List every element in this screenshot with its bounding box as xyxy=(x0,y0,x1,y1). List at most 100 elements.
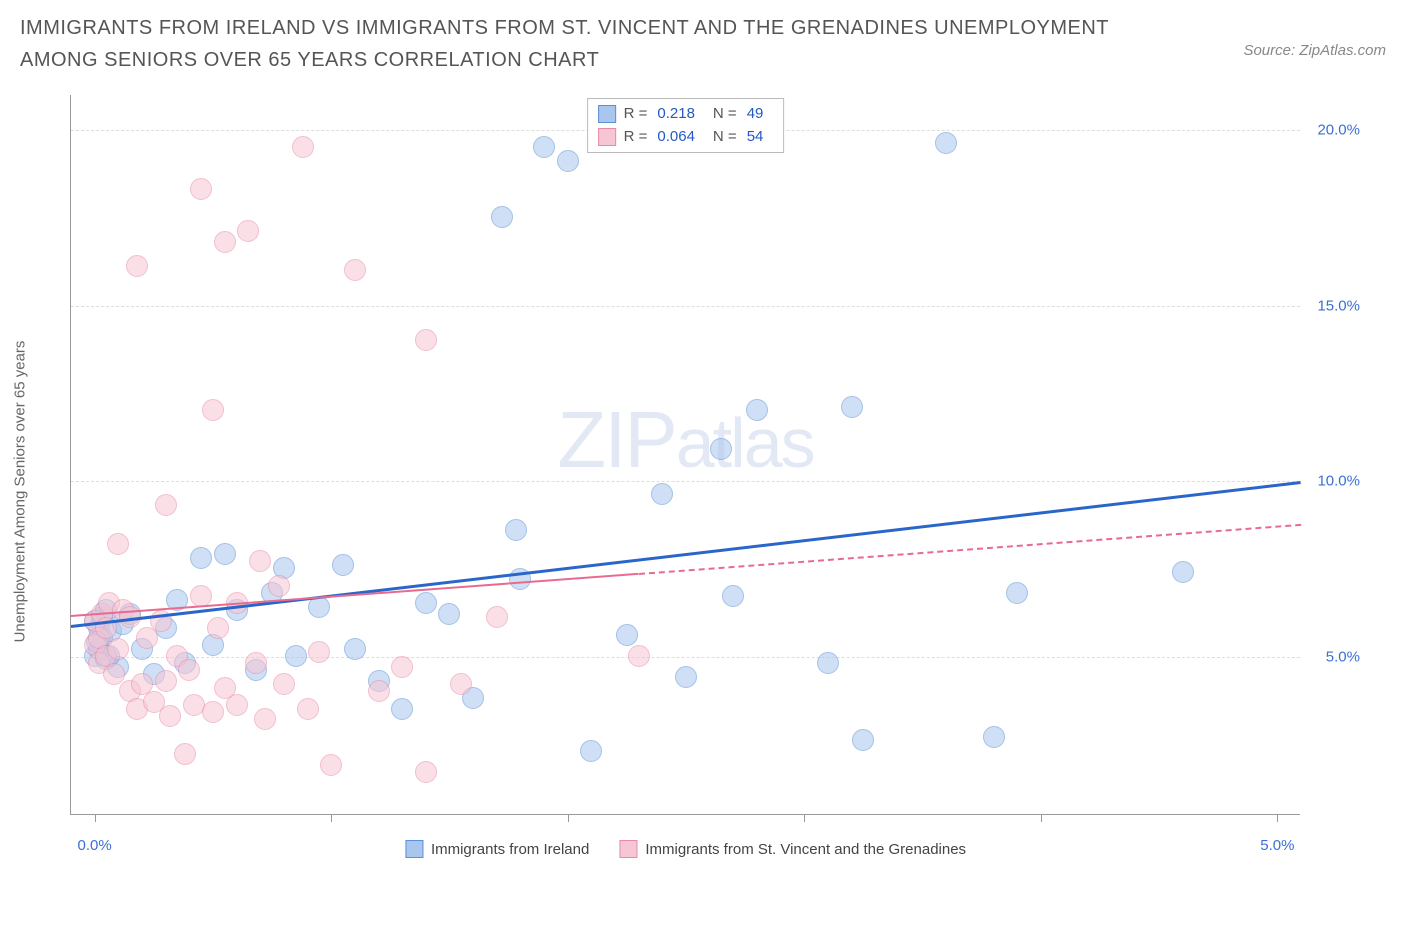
n-value: 54 xyxy=(747,126,764,149)
data-point xyxy=(344,638,366,660)
data-point xyxy=(852,729,874,751)
x-tick-label: 0.0% xyxy=(78,837,112,854)
r-label: R = xyxy=(624,126,648,149)
data-point xyxy=(214,543,236,565)
x-tick xyxy=(331,814,332,822)
data-point xyxy=(190,178,212,200)
legend-item: Immigrants from St. Vincent and the Gren… xyxy=(619,840,966,858)
chart-title: IMMIGRANTS FROM IRELAND VS IMMIGRANTS FR… xyxy=(20,12,1120,76)
r-value: 0.064 xyxy=(657,126,695,149)
data-point xyxy=(1006,582,1028,604)
y-tick-label: 10.0% xyxy=(1317,473,1360,490)
data-point xyxy=(103,663,125,685)
data-point xyxy=(178,659,200,681)
y-axis-label: Unemployment Among Seniors over 65 years xyxy=(12,340,29,642)
legend-swatch xyxy=(405,840,423,858)
x-tick xyxy=(1041,814,1042,822)
legend-swatch xyxy=(598,105,616,123)
data-point xyxy=(245,652,267,674)
data-point xyxy=(710,438,732,460)
n-value: 49 xyxy=(747,103,764,126)
data-point xyxy=(107,638,129,660)
data-point xyxy=(746,399,768,421)
r-label: R = xyxy=(624,103,648,126)
x-tick xyxy=(568,814,569,822)
data-point xyxy=(368,680,390,702)
x-tick-label: 5.0% xyxy=(1260,837,1294,854)
data-point xyxy=(935,132,957,154)
data-point xyxy=(1172,561,1194,583)
data-point xyxy=(983,726,1005,748)
data-point xyxy=(415,761,437,783)
data-point xyxy=(155,670,177,692)
data-point xyxy=(505,519,527,541)
data-point xyxy=(344,259,366,281)
data-point xyxy=(651,483,673,505)
legend-stat-row: R = 0.218 N = 49 xyxy=(598,103,774,126)
data-point xyxy=(285,645,307,667)
legend-swatch xyxy=(598,128,616,146)
data-point xyxy=(438,603,460,625)
legend-item: Immigrants from Ireland xyxy=(405,840,589,858)
x-tick xyxy=(1277,814,1278,822)
data-point xyxy=(415,329,437,351)
gridline xyxy=(71,306,1300,307)
data-point xyxy=(273,673,295,695)
data-point xyxy=(391,698,413,720)
data-point xyxy=(491,206,513,228)
data-point xyxy=(628,645,650,667)
data-point xyxy=(202,701,224,723)
n-label: N = xyxy=(713,126,737,149)
stats-legend: R = 0.218 N = 49 R = 0.064 N = 54 xyxy=(587,98,785,153)
x-tick xyxy=(95,814,96,822)
data-point xyxy=(155,494,177,516)
series-legend: Immigrants from Ireland Immigrants from S… xyxy=(405,840,966,858)
data-point xyxy=(332,554,354,576)
data-point xyxy=(557,150,579,172)
data-point xyxy=(136,627,158,649)
data-point xyxy=(107,533,129,555)
data-point xyxy=(226,694,248,716)
n-label: N = xyxy=(713,103,737,126)
data-point xyxy=(297,698,319,720)
legend-label: Immigrants from Ireland xyxy=(431,841,589,858)
data-point xyxy=(159,705,181,727)
data-point xyxy=(268,575,290,597)
y-tick-label: 15.0% xyxy=(1317,297,1360,314)
data-point xyxy=(214,231,236,253)
legend-swatch xyxy=(619,840,637,858)
gridline xyxy=(71,481,1300,482)
data-point xyxy=(237,220,259,242)
data-point xyxy=(190,547,212,569)
data-point xyxy=(722,585,744,607)
data-point xyxy=(391,656,413,678)
data-point xyxy=(841,396,863,418)
data-point xyxy=(486,606,508,628)
data-point xyxy=(580,740,602,762)
data-point xyxy=(616,624,638,646)
data-point xyxy=(249,550,271,572)
data-point xyxy=(533,136,555,158)
data-point xyxy=(174,743,196,765)
plot-area: ZIPatlas R =0.218N =49R =0.064N =54 Immi… xyxy=(70,95,1300,815)
data-point xyxy=(320,754,342,776)
x-tick xyxy=(804,814,805,822)
chart-container: Unemployment Among Seniors over 65 years… xyxy=(55,95,1375,870)
watermark: ZIPatlas xyxy=(557,394,813,486)
y-tick-label: 5.0% xyxy=(1326,648,1360,665)
legend-label: Immigrants from St. Vincent and the Gren… xyxy=(645,841,966,858)
data-point xyxy=(207,617,229,639)
data-point xyxy=(254,708,276,730)
data-point xyxy=(817,652,839,674)
r-value: 0.218 xyxy=(657,103,695,126)
data-point xyxy=(450,673,472,695)
data-point xyxy=(415,592,437,614)
legend-stat-row: R = 0.064 N = 54 xyxy=(598,126,774,149)
data-point xyxy=(308,641,330,663)
data-point xyxy=(202,399,224,421)
trend-line xyxy=(71,573,639,617)
data-point xyxy=(292,136,314,158)
data-point xyxy=(126,255,148,277)
data-point xyxy=(675,666,697,688)
y-tick-label: 20.0% xyxy=(1317,122,1360,139)
